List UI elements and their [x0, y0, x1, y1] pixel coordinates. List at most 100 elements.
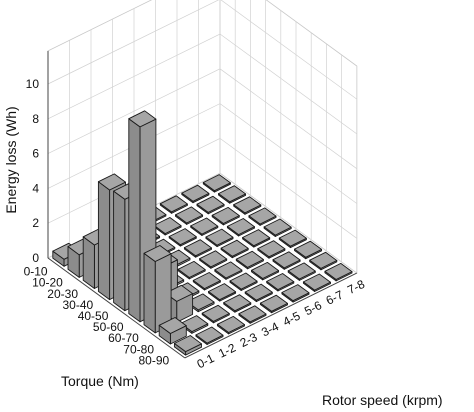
bar-face-top: [226, 218, 255, 236]
z-axis-title: Energy loss (Wh): [3, 106, 19, 213]
bar-face-top: [263, 218, 292, 236]
bar-face-top: [302, 273, 331, 291]
bar-50-60-4-5: [214, 261, 243, 280]
speed-tick-label: 3-4: [259, 319, 281, 339]
bar-30-40-7-8: [248, 207, 277, 226]
bar-face-top: [180, 315, 209, 333]
bar-60-70-3-4: [208, 283, 237, 302]
bar-face-left: [82, 236, 95, 289]
z-tick-label: 2: [32, 216, 39, 230]
z-tick-label: 6: [32, 147, 39, 161]
bar-face-top: [281, 284, 310, 302]
z-tick-label: 4: [32, 181, 39, 195]
bar-50-60-6-7: [257, 240, 286, 259]
bar-face-top: [324, 262, 353, 280]
bar-face-top: [196, 195, 225, 213]
bar-80-90-2-3: [216, 315, 245, 335]
torque-tick-label: 0-10: [24, 265, 48, 279]
bar-face-top: [168, 228, 197, 246]
bar-0-10-5-6: [159, 195, 188, 214]
bar-face-top: [192, 272, 221, 290]
bar-face-top: [220, 239, 249, 257]
bar-40-50-7-8: [263, 218, 292, 237]
torque-tick-label: 70-80: [123, 342, 154, 356]
bar-70-80-3-4: [223, 294, 252, 313]
bar-face-top: [186, 293, 215, 311]
bar-70-80-7-8: [309, 251, 338, 271]
bar-face-top: [165, 284, 194, 302]
bar-70-80-2-3: [201, 304, 230, 324]
bar-face-top: [195, 326, 224, 344]
torque-axis-title: Torque (Nm): [61, 373, 139, 389]
bar-40-50-3-4: [177, 260, 206, 280]
bar-face-top: [244, 283, 273, 301]
bar-20-30-7-8: [233, 196, 262, 215]
bar-50-60-5-6: [235, 250, 264, 270]
speed-tick-label: 7-8: [345, 277, 367, 297]
bar-face-top: [251, 261, 280, 279]
bar-face-top: [278, 229, 307, 247]
torque-tick-label: 60-70: [108, 331, 139, 345]
bar-face-top: [211, 206, 240, 224]
bar-80-90-3-4: [238, 305, 267, 324]
bar-30-40-5-6: [205, 228, 234, 248]
bar-face-left: [143, 252, 156, 334]
bar-face-top: [202, 174, 231, 192]
bar-face-top: [159, 195, 188, 213]
bar-60-70-6-7: [272, 251, 301, 270]
bar-60-70-4-5: [229, 272, 258, 291]
speed-tick-label: 4-5: [281, 309, 303, 329]
bar-face-top: [248, 207, 277, 225]
bar-face-top: [143, 245, 172, 262]
bar-face-top: [235, 250, 264, 268]
bar-face-top: [214, 261, 243, 279]
bar-70-80-0-1: [158, 317, 187, 345]
speed-tick-label: 1-2: [216, 340, 238, 360]
bar-10-20-5-6: [175, 206, 204, 225]
torque-tick-label: 40-50: [78, 309, 109, 323]
bar-80-90-5-6: [281, 284, 310, 303]
bar-face-top: [177, 260, 206, 278]
bar-40-50-6-7: [242, 229, 271, 248]
bar-40-50-5-6: [220, 239, 249, 259]
bar-20-30-5-6: [190, 217, 219, 236]
bar-face-left: [97, 181, 111, 301]
bar-face-top: [294, 240, 323, 258]
speed-axis-line: [184, 272, 358, 359]
bar-face-top: [199, 250, 228, 268]
bar-0-10-7-8: [202, 174, 231, 193]
torque-tick-label: 20-30: [47, 287, 78, 301]
bar-face-left: [128, 118, 141, 323]
torque-tick-label: 50-60: [93, 320, 124, 334]
bar-80-90-1-2: [195, 326, 224, 345]
speed-tick-label: 0-1: [195, 351, 217, 371]
bar-face-top: [181, 184, 210, 202]
bars: [52, 110, 353, 356]
tick-labels: 0 2 4 6 8 10 0-1010-2020-3030-4040-5050-6060-7…: [24, 77, 368, 371]
bar-60-70-5-6: [251, 261, 280, 281]
bar-face-top: [190, 217, 219, 235]
bar-50-60-7-8: [278, 229, 307, 249]
torque-tick-label: 80-90: [138, 353, 169, 367]
z-tick-label: 10: [26, 77, 40, 91]
torque-tick-label: 10-20: [32, 276, 63, 290]
torque-tick-label: 30-40: [62, 298, 93, 312]
bar-face-top: [257, 240, 286, 258]
bar-face-top: [153, 217, 182, 235]
bar-face-top: [309, 251, 338, 269]
bar-face-top: [208, 283, 237, 301]
bar-face-top: [238, 305, 267, 323]
bar-20-30-6-7: [211, 206, 240, 226]
bar-80-90-7-8: [324, 262, 353, 282]
bar-30-40-6-7: [226, 218, 255, 237]
bar-face-left: [113, 190, 126, 312]
bar-80-90-4-5: [259, 294, 288, 314]
bar-face-top: [128, 110, 157, 128]
bar-face-top: [216, 315, 245, 333]
bar-face-top: [201, 304, 230, 322]
speed-tick-label: 6-7: [324, 287, 346, 307]
bar-face-top: [287, 262, 316, 280]
bar-70-80-4-5: [244, 283, 273, 303]
bar-face-top: [218, 185, 247, 203]
